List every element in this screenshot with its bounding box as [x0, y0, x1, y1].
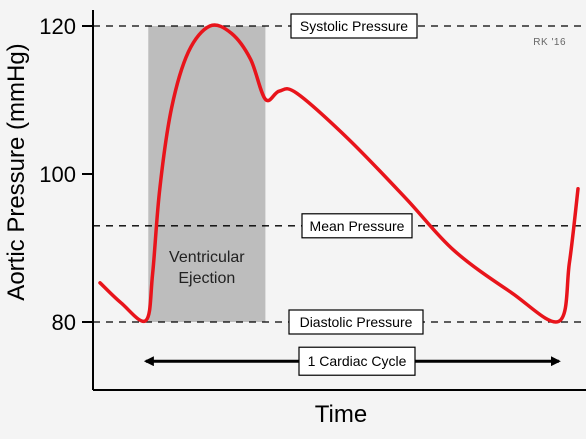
- aortic-pressure-curve: [98, 23, 580, 324]
- credit-text: RK '16: [533, 37, 566, 48]
- cardiac-cycle-label: 1 Cardiac Cycle: [308, 353, 407, 369]
- reference-label-box: [301, 213, 413, 239]
- cardiac-cycle-label-box: [298, 346, 416, 376]
- region-label-line2: Ejection: [178, 270, 235, 287]
- reference-label-box: [288, 309, 424, 335]
- ventricular-ejection-region: [148, 26, 266, 322]
- x-axis-title: Time: [315, 401, 367, 428]
- y-axis-title: Aortic Pressure (mmHg): [3, 43, 30, 300]
- y-tick-label: 100: [39, 162, 76, 187]
- reference-label-text: Systolic Pressure: [300, 18, 408, 34]
- reference-label-text: Diastolic Pressure: [300, 314, 413, 330]
- reference-label-box: [290, 13, 418, 39]
- reference-label-text: Mean Pressure: [310, 218, 405, 234]
- y-tick-label: 120: [39, 14, 76, 39]
- region-label-line1: Ventricular: [169, 249, 245, 266]
- y-tick-label: 80: [52, 310, 76, 335]
